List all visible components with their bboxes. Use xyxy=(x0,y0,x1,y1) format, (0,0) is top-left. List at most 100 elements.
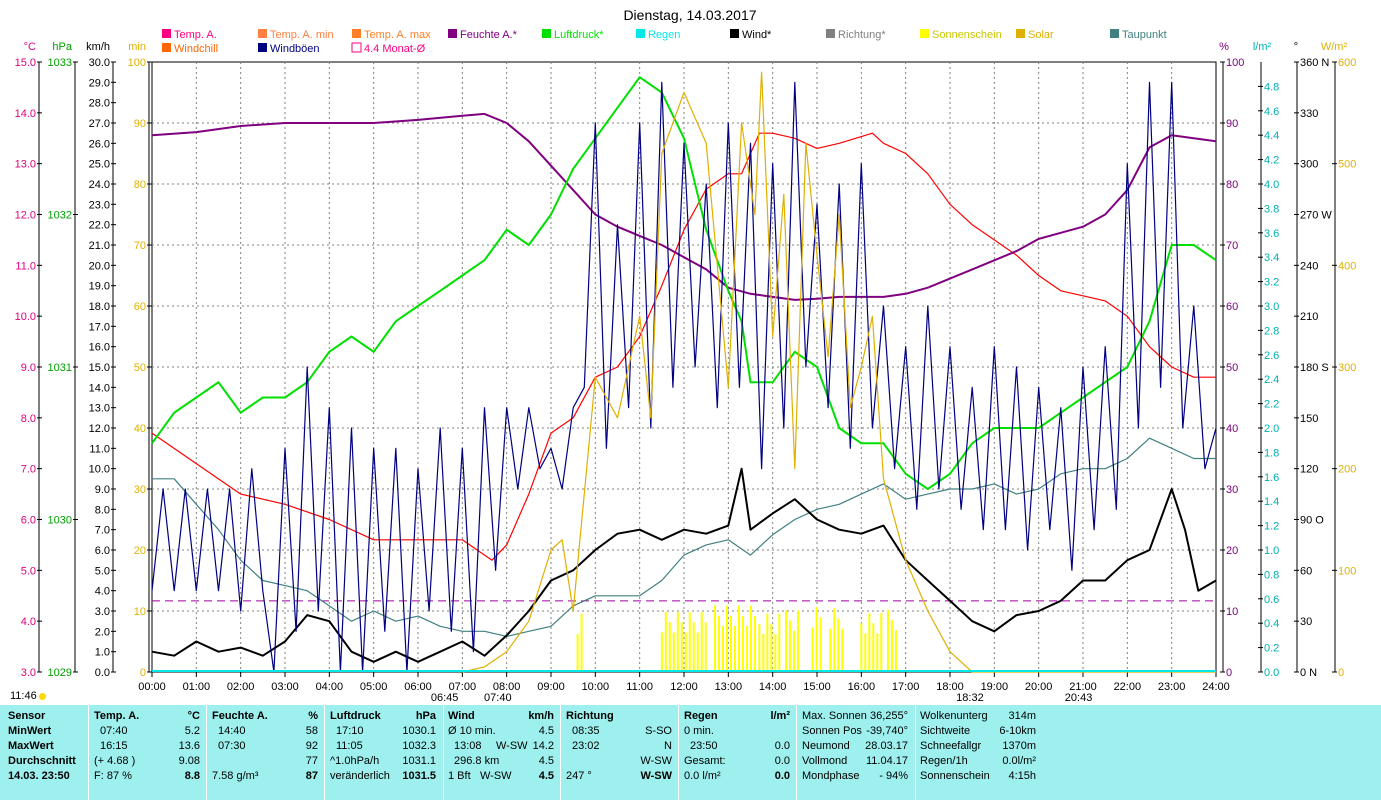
series-luftdruck xyxy=(151,76,1217,490)
wind-tick-label: 14.0 xyxy=(89,382,110,394)
pressure-row: ^1.0hPa/h 1031.1 xyxy=(330,755,436,767)
wind-tick-label: 6.0 xyxy=(95,545,110,557)
wind-column: Wind km/h Ø 10 min. 4.5 13:08 W-SW 14.2 296.… xyxy=(448,709,554,784)
pressure-tick-label: 1032 xyxy=(48,210,72,222)
temp-unit: °C xyxy=(187,710,200,722)
legend-swatch xyxy=(636,29,645,38)
wind-tick-label: 21.0 xyxy=(89,240,110,252)
sensor-row: 14.03. 23:50 xyxy=(8,770,70,782)
temp-tick-label: 5.0 xyxy=(21,565,36,577)
direction-tick-label: 360 N xyxy=(1300,57,1329,69)
cloud-row: Regen/1h 0.0l/m² xyxy=(920,755,1036,767)
wind-tick-label: 3.0 xyxy=(95,606,110,618)
temp-row: F: 87 % 8.8 xyxy=(94,770,200,782)
direction-title: Richtung xyxy=(566,710,614,722)
divider xyxy=(678,705,679,800)
chart-svg: 00:00 01:00 02:00 03:00 04:00 05:00 06:00 07:00… xyxy=(15,7,1357,704)
wind-tick-label: 15.0 xyxy=(89,362,110,374)
rain-row: 0 min. xyxy=(684,725,714,737)
sun-row: Mondphase - 94% xyxy=(802,770,908,782)
legend-swatch xyxy=(351,42,362,53)
temp-tick-label: 4.0 xyxy=(21,616,36,628)
temp-tick-label: 6.0 xyxy=(21,515,36,527)
rain-tick-label: 2.4 xyxy=(1264,374,1279,386)
humidity-column: Feuchte A.% 14:40 58 07:30 92 77 7.58 g/m³… xyxy=(212,709,318,784)
humidity-tick-label: 20 xyxy=(1226,545,1238,557)
rain-tick-label: 4.6 xyxy=(1264,106,1279,118)
x-tick-label: 17:00 xyxy=(892,681,920,693)
rain-tick-label: 1.6 xyxy=(1264,472,1279,484)
divider xyxy=(443,705,444,800)
legend-swatch xyxy=(1110,29,1119,38)
now-time-label: 11:46 xyxy=(10,690,46,702)
wind-tick-label: 26.0 xyxy=(89,138,110,150)
minutes-tick-label: 50 xyxy=(134,362,146,374)
sun-row: Vollmond 11.04.17 xyxy=(802,755,908,767)
divider xyxy=(324,705,325,800)
wind-tick-label: 5.0 xyxy=(95,565,110,577)
minutes-tick-label: 20 xyxy=(134,545,146,557)
x-tick-label: 08:00 xyxy=(493,681,521,693)
minutes-tick-label: 10 xyxy=(134,606,146,618)
sensor-row: MaxWert xyxy=(8,740,54,752)
divider xyxy=(915,705,916,800)
minutes-tick-label: 0 xyxy=(140,667,146,679)
sun-row: Sonnen Pos -39,740° xyxy=(802,725,908,737)
series-taupunkt xyxy=(152,437,1216,638)
direction-tick-label: 300 xyxy=(1300,159,1318,171)
divider xyxy=(796,705,797,800)
x-tick-label: 03:00 xyxy=(271,681,299,693)
legend-item: Solar xyxy=(1028,29,1054,41)
direction-row: 23:02 N xyxy=(572,740,672,752)
x-tick-label: 09:00 xyxy=(537,681,565,693)
divider xyxy=(206,705,207,800)
temp-tick-label: 8.0 xyxy=(21,413,36,425)
x-tick-label: 21:00 xyxy=(1069,681,1097,693)
rain-tick-label: 0.0 xyxy=(1264,667,1279,679)
temp-tick-label: 14.0 xyxy=(15,108,36,120)
wind-row: Ø 10 min. 4.5 xyxy=(448,725,554,737)
legend-swatch xyxy=(730,29,739,38)
direction-tick-label: 330 xyxy=(1300,108,1318,120)
humidity-tick-label: 100 xyxy=(1226,57,1244,69)
pressure-tick-label: 1029 xyxy=(48,667,72,679)
rain-tick-label: 0.6 xyxy=(1264,594,1279,606)
x-tick-label: 19:00 xyxy=(981,681,1009,693)
x-tick-label: 10:00 xyxy=(582,681,610,693)
rain-tick-label: 2.6 xyxy=(1264,350,1279,362)
pressure-tick-label: 1031 xyxy=(48,362,72,374)
direction-tick-label: 30 xyxy=(1300,616,1312,628)
humidity-tick-label: 80 xyxy=(1226,179,1238,191)
rain-tick-label: 4.0 xyxy=(1264,179,1279,191)
minutes-tick-label: 70 xyxy=(134,240,146,252)
temp-row: (+ 4.68 ) 9.08 xyxy=(94,755,200,767)
wind-tick-label: 4.0 xyxy=(95,586,110,598)
legend-swatch xyxy=(162,43,171,52)
x-tick-label: 05:00 xyxy=(360,681,388,693)
x-tick-label: 12:00 xyxy=(670,681,698,693)
pressure-tick-label: 1030 xyxy=(48,515,72,527)
rain-tick-label: 3.4 xyxy=(1264,252,1279,264)
rain-tick-label: 0.8 xyxy=(1264,569,1279,581)
rain-tick-label: 3.2 xyxy=(1264,277,1279,289)
humidity-row: 14:40 58 xyxy=(218,725,318,737)
direction-axis-label: ° xyxy=(1294,41,1298,53)
rain-tick-label: 2.2 xyxy=(1264,399,1279,411)
humidity-unit: % xyxy=(308,710,318,722)
rain-tick-label: 0.4 xyxy=(1264,618,1279,630)
series-windb-en xyxy=(151,81,1217,673)
humidity-tick-label: 90 xyxy=(1226,118,1238,130)
cloud-row: Sonnenschein 4:15h xyxy=(920,770,1036,782)
direction-tick-label: 120 xyxy=(1300,464,1318,476)
humidity-tick-label: 50 xyxy=(1226,362,1238,374)
wind-title: Wind xyxy=(448,710,475,722)
direction-tick-label: 240 xyxy=(1300,260,1318,272)
solar-tick-label: 100 xyxy=(1338,565,1356,577)
legend-item: Temp. A. min xyxy=(270,29,334,41)
rain-row: Gesamt: 0.0 xyxy=(684,755,790,767)
rain-unit: l/m² xyxy=(770,710,790,722)
sensor-row: Durchschnitt xyxy=(8,755,76,767)
rain-tick-label: 3.6 xyxy=(1264,228,1279,240)
direction-tick-label: 210 xyxy=(1300,311,1318,323)
solar-tick-label: 0 xyxy=(1338,667,1344,679)
